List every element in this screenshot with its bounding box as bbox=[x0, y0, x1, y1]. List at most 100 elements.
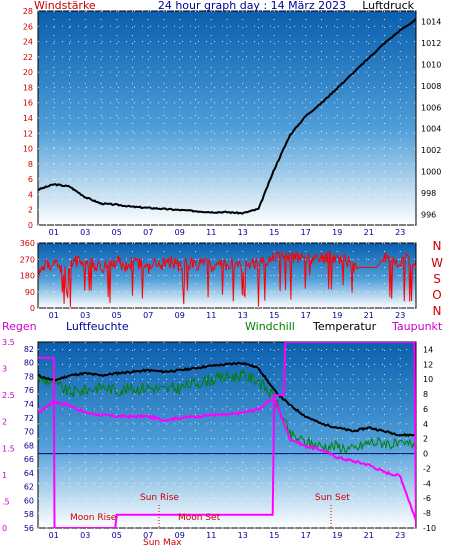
windchill-line bbox=[38, 368, 416, 455]
compass-s: S bbox=[433, 272, 441, 286]
xtick-2-21: 21 bbox=[364, 531, 374, 540]
rain-ytick-2: 1 bbox=[2, 471, 7, 480]
label-regen: Regen bbox=[2, 320, 37, 333]
temp-ytick--2: -2 bbox=[423, 464, 431, 473]
temp-ytick-6: 6 bbox=[423, 405, 428, 414]
humidity-ytick-80: 80 bbox=[24, 359, 34, 368]
xtick-2-11: 11 bbox=[206, 531, 216, 540]
wind-plot-area bbox=[37, 10, 417, 226]
xtick-0-01: 01 bbox=[49, 228, 59, 237]
wind-ytick-6: 6 bbox=[28, 175, 33, 184]
xtick-0-09: 09 bbox=[175, 228, 185, 237]
temp-ytick-10: 10 bbox=[423, 375, 433, 384]
pressure-ytick-1004: 1004 bbox=[421, 125, 441, 134]
wind-ytick-14: 14 bbox=[23, 114, 33, 123]
temp-ytick-0: 0 bbox=[423, 450, 428, 459]
header-right-label: Luftdruck bbox=[362, 0, 414, 12]
label-luftfeuchte: Luftfeuchte bbox=[66, 320, 129, 333]
label-taupunkt: Taupunkt bbox=[391, 320, 443, 333]
xtick-1-09: 09 bbox=[175, 311, 185, 320]
wind-ytick-8: 8 bbox=[28, 160, 33, 169]
moon-set-label: Moon Set bbox=[178, 513, 221, 523]
xtick-1-05: 05 bbox=[112, 311, 122, 320]
compass-w: W bbox=[431, 256, 443, 270]
pressure-ytick-1010: 1010 bbox=[421, 61, 441, 70]
xtick-1-15: 15 bbox=[269, 311, 279, 320]
xtick-2-23: 23 bbox=[395, 531, 405, 540]
xtick-2-09: 09 bbox=[175, 531, 185, 540]
dir-ytick-180: 180 bbox=[20, 272, 35, 281]
pressure-ytick-1014: 1014 bbox=[421, 18, 441, 27]
xtick-2-07: 07 bbox=[143, 531, 153, 540]
wind-ytick-16: 16 bbox=[23, 99, 33, 108]
rain-ytick-7: 3.5 bbox=[2, 338, 15, 347]
humidity-ytick-62: 62 bbox=[24, 483, 34, 492]
pressure-line bbox=[38, 18, 416, 215]
xtick-1-21: 21 bbox=[364, 311, 374, 320]
compass-n-bottom: N bbox=[433, 304, 442, 318]
wind-ytick-0: 0 bbox=[28, 221, 33, 230]
chart-title: 24 hour graph day : 14 März 2023 bbox=[158, 0, 346, 12]
xtick-0-03: 03 bbox=[80, 228, 90, 237]
xtick-1-07: 07 bbox=[143, 311, 153, 320]
compass-n-top: N bbox=[433, 239, 442, 253]
temperature-plot-area bbox=[37, 341, 417, 529]
temp-ytick-2: 2 bbox=[423, 435, 428, 444]
humidity-ytick-60: 60 bbox=[24, 496, 34, 505]
humidity-ytick-56: 56 bbox=[24, 524, 34, 533]
humidity-ytick-64: 64 bbox=[24, 469, 34, 478]
rain-ytick-1: .5 bbox=[2, 497, 10, 506]
xtick-1-11: 11 bbox=[206, 311, 216, 320]
humidity-ytick-66: 66 bbox=[24, 455, 34, 464]
axis-labels: 0246810121416182022242628996998100010021… bbox=[2, 7, 441, 540]
rain-ytick-6: 3 bbox=[2, 365, 7, 374]
wind-ytick-4: 4 bbox=[28, 190, 33, 199]
xtick-1-13: 13 bbox=[238, 311, 248, 320]
header-left-label: Windstärke bbox=[34, 0, 96, 12]
xtick-0-21: 21 bbox=[364, 228, 374, 237]
pressure-ytick-1008: 1008 bbox=[421, 82, 441, 91]
xtick-0-17: 17 bbox=[301, 228, 311, 237]
wind-ytick-10: 10 bbox=[23, 145, 33, 154]
xtick-2-13: 13 bbox=[238, 531, 248, 540]
rain-ytick-3: 1.5 bbox=[2, 444, 15, 453]
wind-ytick-26: 26 bbox=[23, 22, 33, 31]
xtick-0-11: 11 bbox=[206, 228, 216, 237]
xtick-0-23: 23 bbox=[395, 228, 405, 237]
rain-ytick-5: 2.5 bbox=[2, 391, 15, 400]
xtick-0-15: 15 bbox=[269, 228, 279, 237]
pressure-ytick-998: 998 bbox=[421, 189, 436, 198]
xtick-1-17: 17 bbox=[301, 311, 311, 320]
label-temperatur: Temperatur bbox=[312, 320, 377, 333]
wind-direction-series bbox=[38, 250, 416, 308]
xtick-1-01: 01 bbox=[49, 311, 59, 320]
rain-line bbox=[38, 342, 416, 528]
xtick-1-23: 23 bbox=[395, 311, 405, 320]
rain-ytick-0: 0 bbox=[2, 524, 7, 533]
wind-ytick-18: 18 bbox=[23, 83, 33, 92]
wind-ytick-20: 20 bbox=[23, 68, 33, 77]
xtick-0-19: 19 bbox=[332, 228, 342, 237]
humidity-ytick-78: 78 bbox=[24, 372, 34, 381]
xtick-0-13: 13 bbox=[238, 228, 248, 237]
humidity-ytick-72: 72 bbox=[24, 414, 34, 423]
humidity-ytick-82: 82 bbox=[24, 345, 34, 354]
xtick-0-05: 05 bbox=[112, 228, 122, 237]
wind-ytick-2: 2 bbox=[28, 206, 33, 215]
xtick-1-19: 19 bbox=[332, 311, 342, 320]
compass-o: O bbox=[432, 288, 441, 302]
rain-ytick-4: 2 bbox=[2, 418, 7, 427]
wind-pressure-series bbox=[38, 18, 416, 215]
dir-ytick-360: 360 bbox=[20, 239, 35, 248]
temp-ytick-14: 14 bbox=[423, 345, 433, 354]
label-windchill: Windchill bbox=[245, 320, 295, 333]
pressure-ytick-1002: 1002 bbox=[421, 146, 441, 155]
xtick-2-15: 15 bbox=[269, 531, 279, 540]
dir-ytick-90: 90 bbox=[25, 288, 35, 297]
pressure-ytick-996: 996 bbox=[421, 210, 436, 219]
humidity-ytick-74: 74 bbox=[24, 400, 34, 409]
temp-humidity-series bbox=[38, 342, 416, 528]
pressure-ytick-1012: 1012 bbox=[421, 39, 441, 48]
wind-ytick-28: 28 bbox=[23, 7, 33, 16]
